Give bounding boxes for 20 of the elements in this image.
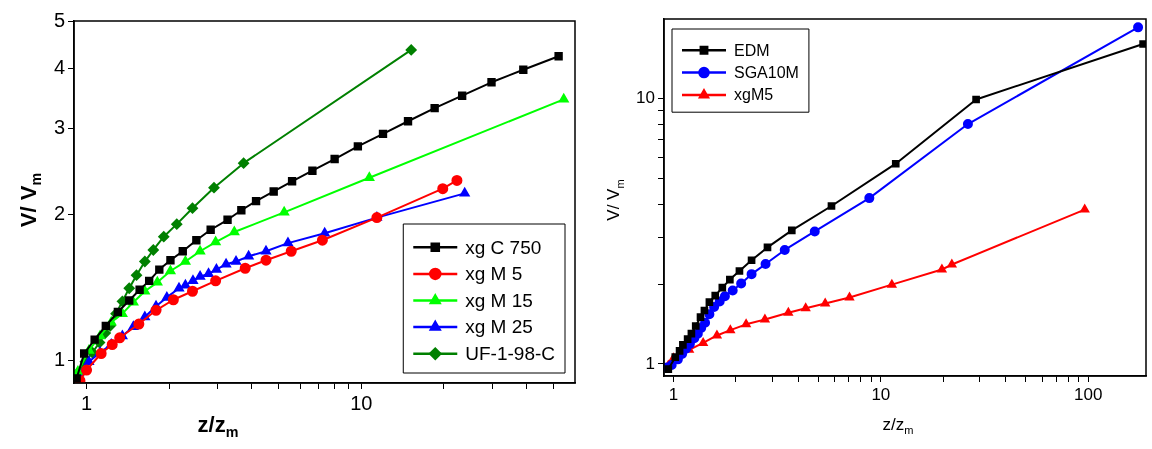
x-axis-title: z/z$_{m}$: [882, 415, 914, 437]
x-tick-label: 100: [1074, 384, 1103, 404]
y-tick-label: 4: [53, 55, 65, 78]
legend-label: SGA10M: [734, 64, 799, 82]
x-tick-label: 1: [81, 391, 93, 414]
legend-label: UF-1-98-C: [465, 342, 555, 364]
y-tick-label: 3: [53, 116, 65, 139]
legend-label: xgM5: [734, 86, 774, 104]
x-tick-label: 10: [871, 384, 891, 404]
legend-label: EDM: [734, 41, 770, 59]
x-tick-label: 1: [668, 384, 679, 404]
legend-label: xg M 5: [465, 263, 523, 285]
legend-label: xg M 25: [465, 316, 533, 338]
y-tick-label: 5: [53, 8, 65, 31]
legend-label: xg C 750: [465, 236, 542, 258]
y-tick-label: 1: [53, 348, 65, 371]
y-tick-label: 2: [53, 201, 65, 224]
x-tick-label: 10: [350, 391, 373, 414]
x-axis-title: z/z$_{m}$: [197, 412, 239, 441]
legend-label: xg M 15: [465, 289, 533, 311]
